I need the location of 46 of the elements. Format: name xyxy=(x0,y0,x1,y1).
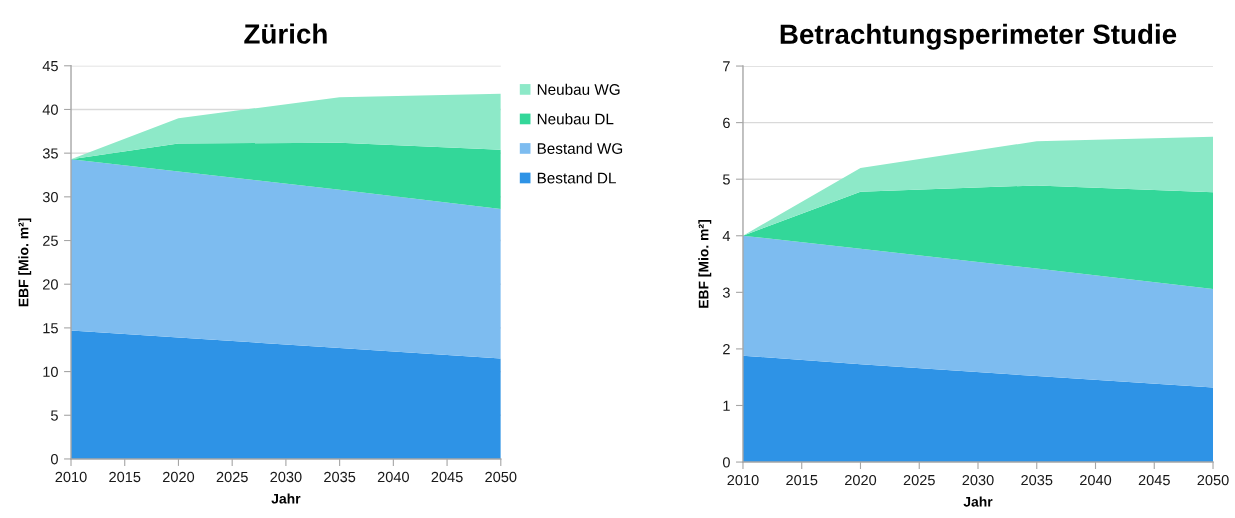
x-tick-label: 2010 xyxy=(55,471,87,483)
y-tick-label: 25 xyxy=(43,235,58,246)
x-tick-label: 2030 xyxy=(962,474,994,486)
legend-label: Neubau WG xyxy=(537,83,620,95)
y-tick-label: 5 xyxy=(50,410,58,421)
x-tick-label: 2015 xyxy=(786,474,818,486)
y-tick-label: 7 xyxy=(723,61,730,72)
x-tick-label: 2045 xyxy=(431,471,463,483)
x-tick-label: 2035 xyxy=(1021,474,1053,486)
legend-label: Bestand DL xyxy=(537,172,616,184)
y-tick-label: 0 xyxy=(722,457,730,468)
y-tick-label: 10 xyxy=(43,366,58,378)
y-tick-label: 40 xyxy=(42,104,58,115)
y-tick-label: 1 xyxy=(723,400,730,411)
x-tick-label: 2025 xyxy=(903,474,935,486)
legend-label: Bestand WG xyxy=(537,142,623,154)
y-tick-label: 3 xyxy=(722,287,730,298)
y-tick-label: 35 xyxy=(42,148,58,159)
y-tick-label: 45 xyxy=(42,61,58,72)
x-tick-label: 2030 xyxy=(270,471,302,483)
x-axis-title: Jahr xyxy=(271,493,301,504)
x-tick-label: 2040 xyxy=(377,471,409,483)
legend-label: Neubau DL xyxy=(537,113,614,125)
x-tick-label: 2020 xyxy=(845,474,877,486)
y-tick-label: 0 xyxy=(50,454,58,465)
y-axis-title: EBF [Mio. m²] xyxy=(698,220,712,308)
y-tick-label: 20 xyxy=(43,279,58,290)
y-tick-label: 4 xyxy=(722,231,731,242)
y-tick-label: 6 xyxy=(723,117,730,129)
x-tick-label: 2020 xyxy=(162,471,195,483)
chart-title: Zürich xyxy=(244,23,327,44)
x-axis-title: Jahr xyxy=(963,496,993,507)
x-tick-label: 2015 xyxy=(109,471,141,483)
y-tick-label: 2 xyxy=(723,344,730,355)
y-axis-title: EBF [Mio. m²] xyxy=(18,218,32,307)
x-tick-label: 2050 xyxy=(485,471,517,483)
x-tick-label: 2050 xyxy=(1197,474,1229,486)
y-tick-label: 5 xyxy=(722,174,730,185)
x-tick-label: 2010 xyxy=(727,474,759,486)
x-tick-label: 2025 xyxy=(216,471,248,483)
y-tick-label: 30 xyxy=(42,191,58,203)
x-tick-label: 2045 xyxy=(1138,474,1170,486)
chart-title: Betrachtungsperimeter Studie xyxy=(780,23,1177,50)
x-tick-label: 2035 xyxy=(324,471,356,483)
y-tick-label: 15 xyxy=(43,323,58,334)
x-tick-label: 2040 xyxy=(1080,474,1112,486)
